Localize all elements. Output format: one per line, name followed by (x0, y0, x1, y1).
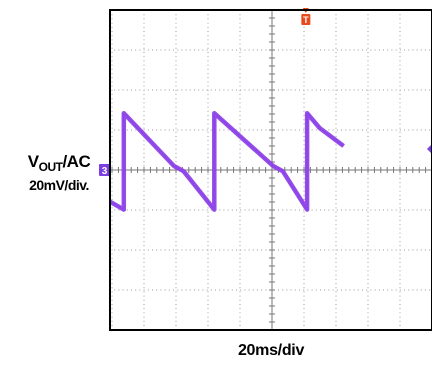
plot-frame (109, 9, 432, 331)
y-axis-label-main: V (27, 152, 39, 171)
grid (110, 10, 432, 330)
y-axis-scale-label: 20mV/div. (29, 177, 89, 193)
y-axis-signal-label: VOUT/AC (14, 152, 104, 174)
trigger-marker-box (301, 14, 311, 25)
x-axis-label: 20ms/div (237, 342, 305, 359)
voltage-trace-core (110, 112, 345, 211)
y-axis-label-suffix: /AC (62, 152, 91, 171)
trigger-marker-label: T (303, 15, 309, 25)
channel-marker-box (99, 164, 110, 176)
marker-layer: 3T (99, 8, 432, 177)
channel-marker-label: 3 (102, 166, 108, 177)
offset-arrow-right (427, 144, 432, 154)
y-axis-label-subscript: OUT (38, 160, 63, 174)
trace-layer (110, 110, 345, 212)
